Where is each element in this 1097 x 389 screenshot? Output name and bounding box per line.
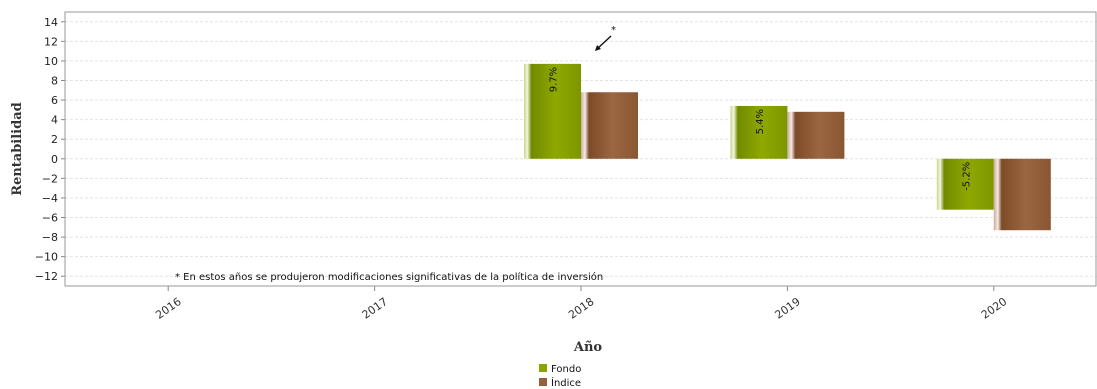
y-tick-label: −10 bbox=[35, 251, 58, 264]
legend-swatch-fondo bbox=[539, 364, 547, 372]
x-tick-label: 2017 bbox=[360, 295, 390, 322]
y-tick-label: −4 bbox=[42, 192, 58, 205]
x-tick-label: 2018 bbox=[566, 295, 596, 322]
bar-ndice-2019 bbox=[787, 111, 845, 159]
y-tick-label: 12 bbox=[44, 35, 58, 48]
data-label: 9.7% bbox=[549, 67, 560, 92]
y-axis-title: Rentabilidad bbox=[10, 102, 25, 195]
y-tick-label: 4 bbox=[51, 114, 58, 127]
legend-label-fondo: Fondo bbox=[551, 364, 581, 375]
y-tick-label: −12 bbox=[35, 270, 58, 283]
x-axis-ticks: 2016 2017 2018 2019 2020 bbox=[153, 286, 1009, 322]
legend: Fondo Índice bbox=[539, 364, 581, 389]
x-tick-label: 2020 bbox=[979, 295, 1009, 322]
y-tick-label: 14 bbox=[44, 16, 58, 29]
legend-swatch-indice bbox=[539, 378, 547, 386]
y-tick-label: 2 bbox=[51, 133, 58, 146]
bar-ndice-2018 bbox=[581, 92, 638, 159]
data-label: -5.2% bbox=[961, 162, 972, 191]
y-tick-label: −2 bbox=[42, 172, 58, 185]
footnote: * En estos años se produjeron modificaci… bbox=[175, 271, 603, 283]
x-tick-label: 2019 bbox=[772, 295, 802, 322]
x-tick-label: 2016 bbox=[153, 295, 183, 322]
y-tick-label: −6 bbox=[42, 212, 58, 225]
y-tick-label: 6 bbox=[51, 94, 58, 107]
data-labels: 9.7% 5.4% -5.2% bbox=[549, 67, 973, 191]
y-tick-label: −8 bbox=[42, 231, 58, 244]
y-tick-label: 8 bbox=[51, 75, 58, 88]
x-axis-title: Año bbox=[573, 340, 603, 355]
legend-label-indice: Índice bbox=[551, 376, 581, 389]
annotation-arrow bbox=[595, 35, 612, 51]
bar-fondo-2018 bbox=[524, 63, 581, 159]
annotation-marker: * bbox=[611, 25, 616, 36]
bar-fondo-2019 bbox=[730, 105, 788, 159]
y-axis-ticks: 14 12 10 8 6 4 2 0 −2 −4 −6 −8 −10 −12 bbox=[35, 16, 65, 283]
bar-fondo-2020 bbox=[936, 158, 994, 210]
plot-area-border bbox=[64, 11, 1097, 287]
data-label: 5.4% bbox=[755, 109, 766, 134]
y-tick-label: 0 bbox=[51, 153, 58, 166]
bar-ndice-2020 bbox=[993, 158, 1051, 231]
y-tick-label: 10 bbox=[44, 55, 58, 68]
bars bbox=[524, 63, 1051, 231]
